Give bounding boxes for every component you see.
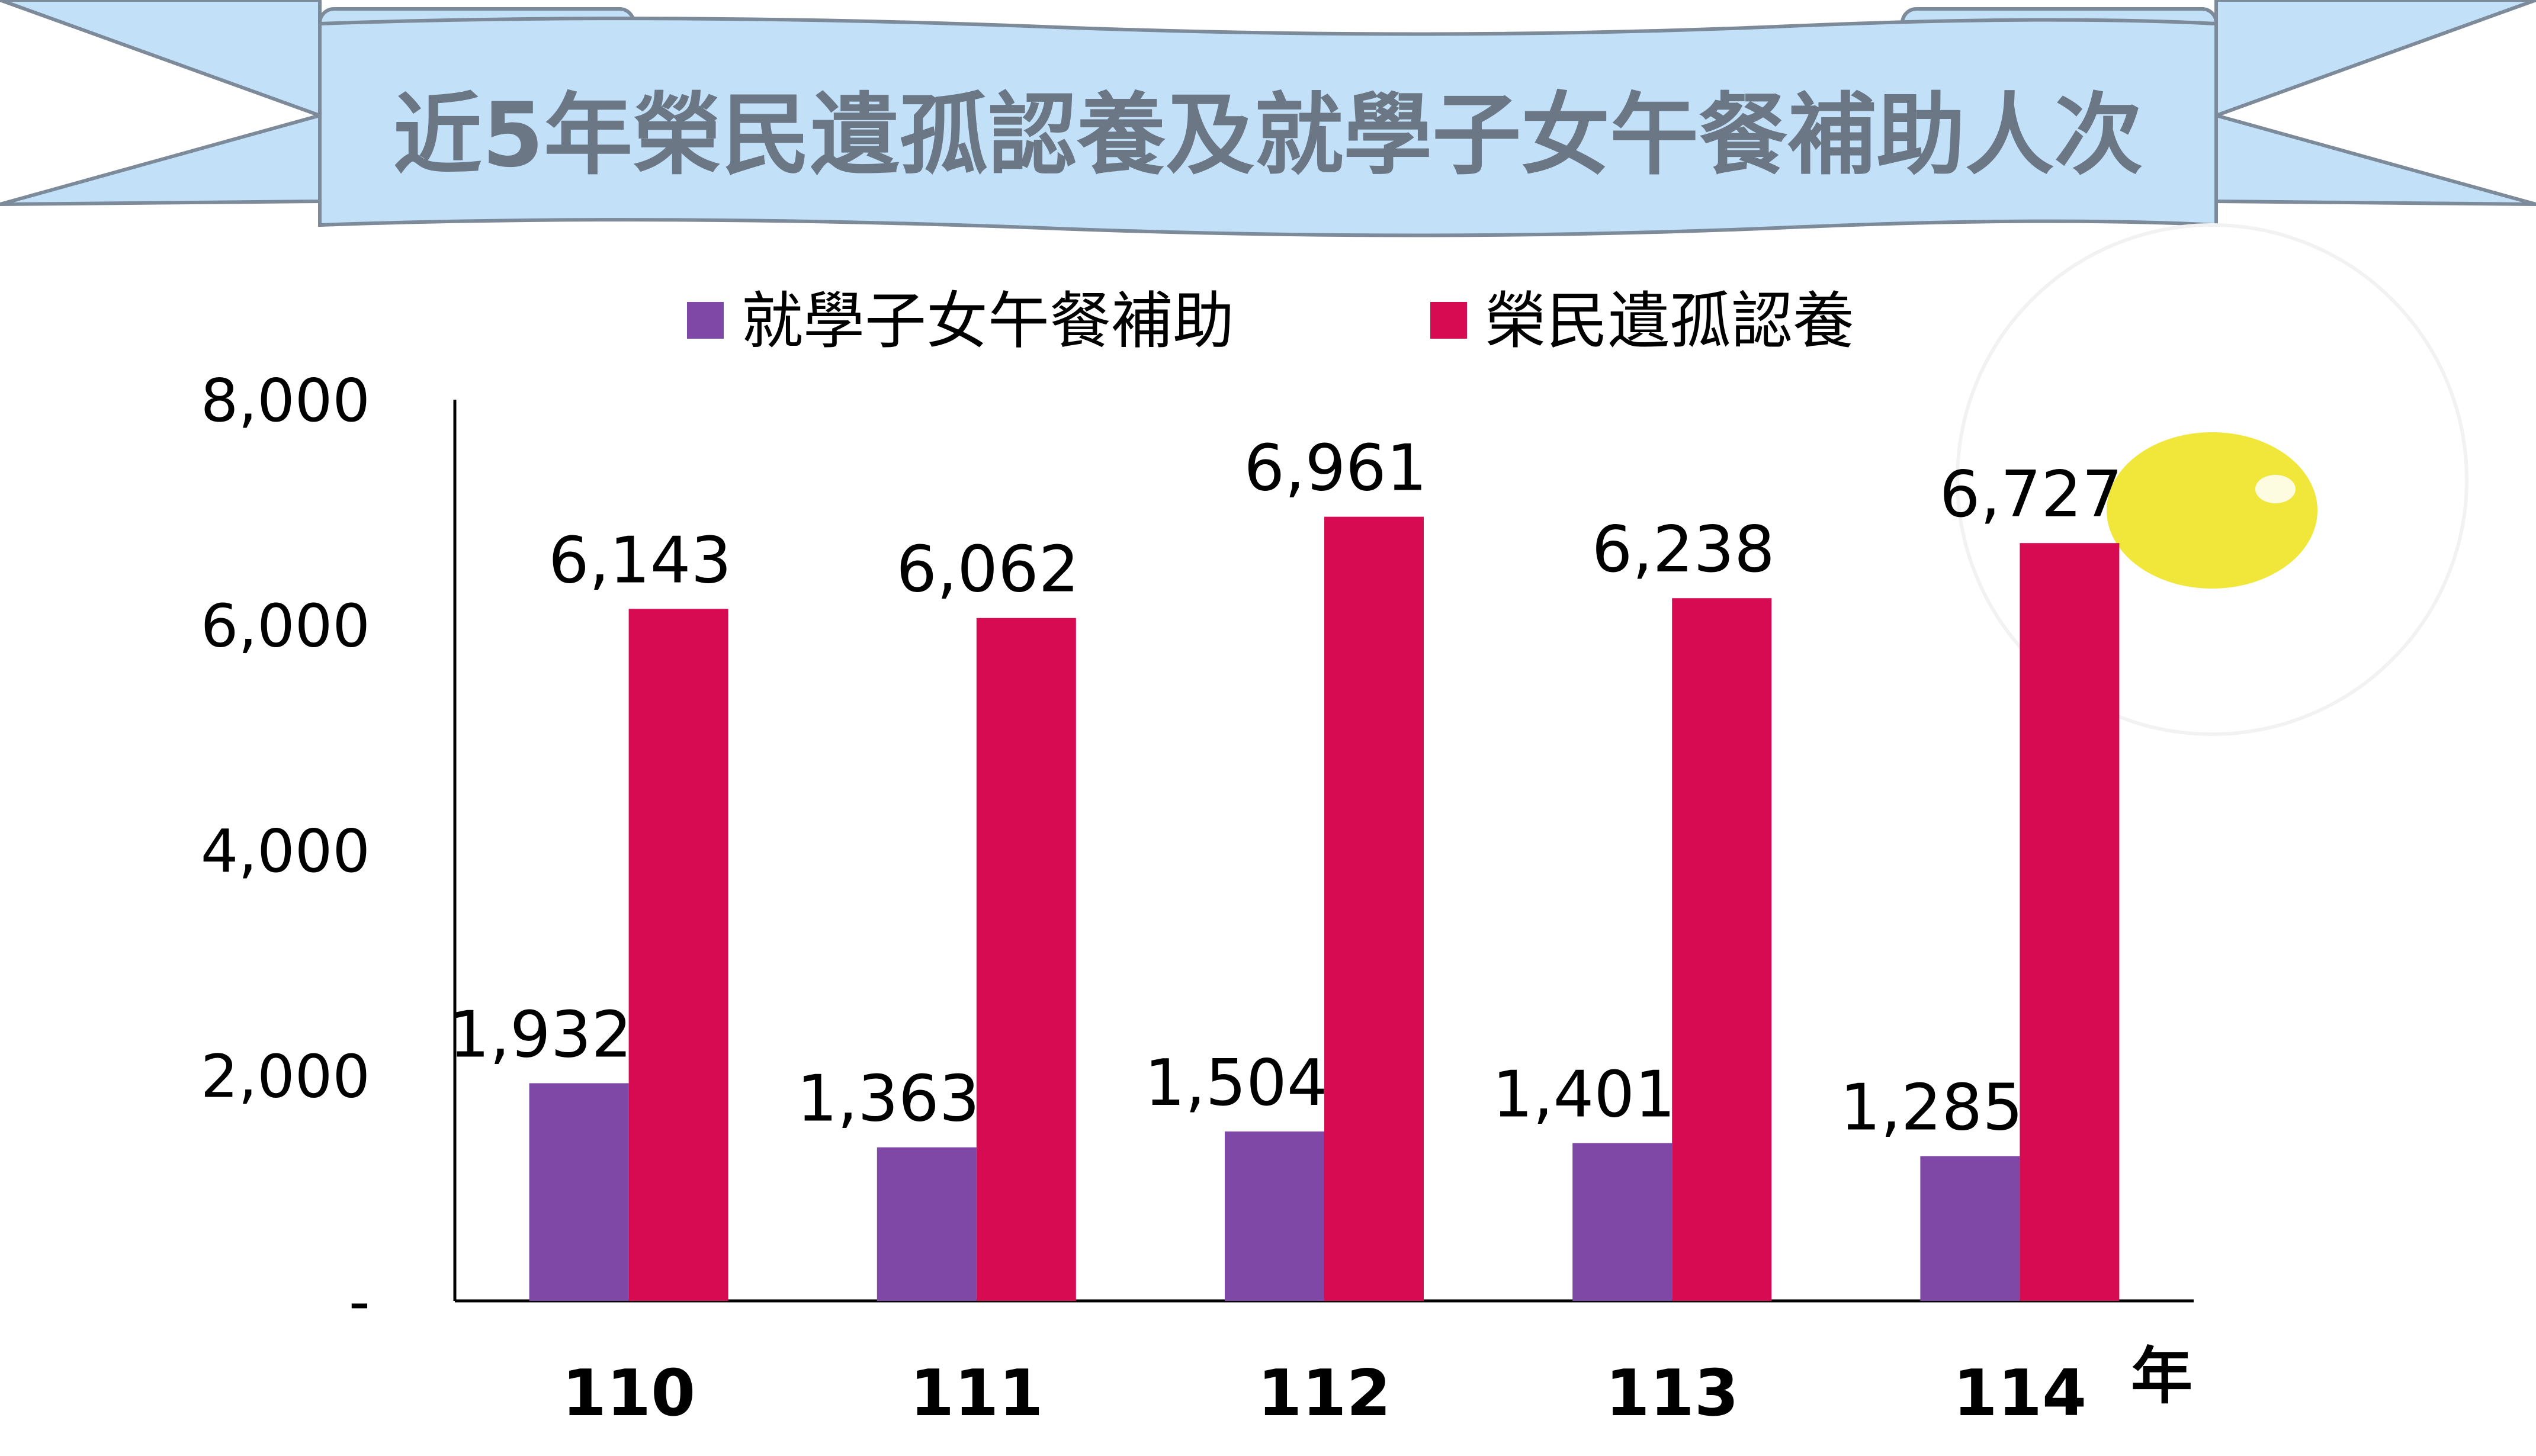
title-banner: 近5年榮民遺孤認養及就學子女午餐補助人次	[0, 0, 2536, 237]
legend-label: 就學子女午餐補助	[741, 285, 1234, 357]
bars	[529, 516, 2120, 1301]
y-tick-label: 4,000	[201, 817, 370, 886]
data-label: 1,363	[797, 1062, 980, 1136]
x-category-label: 114	[1953, 1357, 2086, 1431]
y-tick-label: 6,000	[201, 592, 370, 661]
legend-swatch	[1430, 302, 1467, 339]
x-axis-unit-label: 年	[2131, 1340, 2192, 1412]
y-axis-ticks: - 2,000 4,000 6,000 8,000	[201, 366, 370, 1336]
bar-lunch-subsidy	[1572, 1143, 1673, 1301]
data-label: 6,961	[1244, 432, 1427, 506]
sun-icon	[2107, 432, 2317, 589]
y-tick-label: 8,000	[201, 366, 370, 435]
legend: 就學子女午餐補助 榮民遺孤認養	[687, 285, 1854, 357]
x-axis-labels: 110 111 112 113 114	[562, 1357, 2086, 1431]
data-label: 1,285	[1840, 1071, 2023, 1145]
sun-highlight	[2255, 475, 2296, 503]
data-label: 6,727	[1940, 458, 2123, 532]
bar-orphan-adoption	[2020, 543, 2120, 1301]
bar-lunch-subsidy	[877, 1147, 977, 1301]
data-label: 1,401	[1492, 1058, 1675, 1132]
chart-title: 近5年榮民遺孤認養及就學子女午餐補助人次	[393, 84, 2143, 187]
x-category-label: 113	[1605, 1357, 1738, 1431]
data-label: 6,062	[896, 533, 1079, 607]
x-category-label: 111	[910, 1357, 1043, 1431]
legend-label: 榮民遺孤認養	[1485, 285, 1854, 357]
x-category-label: 112	[1257, 1357, 1391, 1431]
data-label: 1,932	[449, 998, 632, 1072]
bar-orphan-adoption	[1324, 516, 1424, 1301]
banner-right-tail	[2210, 0, 2536, 206]
data-label: 1,504	[1144, 1046, 1327, 1120]
data-label: 6,238	[1592, 513, 1775, 587]
legend-swatch	[687, 302, 724, 339]
bar-orphan-adoption	[1672, 598, 1772, 1301]
y-tick-label: -	[349, 1267, 370, 1336]
data-label: 6,143	[548, 523, 731, 597]
bar-orphan-adoption	[628, 609, 728, 1301]
data-labels: 1,932 6,143 1,363 6,062 1,504 6,961 1,401 6,238…	[449, 432, 2123, 1145]
y-tick-label: 2,000	[201, 1042, 370, 1111]
bar-lunch-subsidy	[1920, 1156, 2020, 1301]
bar-lunch-subsidy	[1225, 1131, 1324, 1301]
banner-left-tail	[0, 0, 326, 206]
bar-lunch-subsidy	[529, 1083, 629, 1301]
bar-orphan-adoption	[976, 618, 1076, 1301]
x-category-label: 110	[562, 1357, 695, 1431]
